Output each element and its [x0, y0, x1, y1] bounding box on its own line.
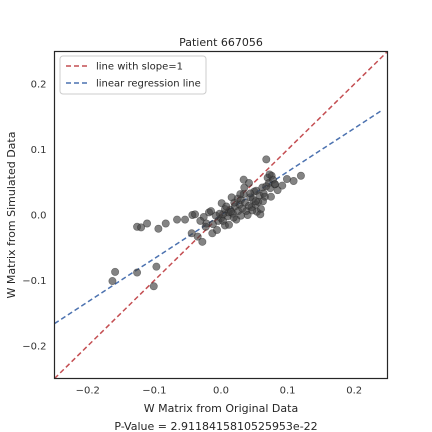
legend: line with slope=1 linear regression line — [59, 55, 207, 95]
scatter-point — [289, 176, 298, 185]
scatter-point — [258, 197, 267, 206]
scatter-point — [270, 180, 279, 189]
scatter-point — [111, 267, 120, 276]
scatter-point — [108, 277, 117, 286]
scatter-point — [227, 193, 236, 202]
scatter-point — [181, 215, 190, 224]
scatter-point — [252, 186, 261, 195]
scatter-point — [137, 223, 146, 232]
scatter-point — [224, 220, 233, 229]
legend-label-slope-one: line with slope=1 — [96, 62, 183, 73]
plot-content — [54, 51, 388, 379]
y-axis-ticks: −0.2 −0.1 0.0 0.1 0.2 — [22, 80, 46, 353]
scatter-point — [207, 207, 216, 216]
scatter-point — [266, 192, 275, 201]
scatter-point — [143, 219, 152, 228]
scatter-point — [248, 206, 257, 215]
scatter-point — [161, 219, 170, 228]
scatter-point — [251, 197, 260, 206]
y-tick-label: −0.2 — [22, 341, 46, 352]
scatter-point — [133, 268, 142, 277]
scatter-point — [154, 224, 163, 233]
plot-frame — [53, 50, 389, 380]
y-axis-label: W Matrix from Simulated Data — [5, 132, 18, 299]
scatter-point — [187, 229, 196, 238]
scatter-point — [296, 171, 305, 180]
y-tick-label: 0.2 — [31, 80, 47, 91]
scatter-point — [196, 216, 205, 225]
scatter-point — [222, 202, 231, 211]
scatter-point — [256, 210, 265, 219]
y-tick-label: 0.0 — [31, 211, 47, 222]
legend-box — [59, 55, 207, 95]
x-tick-label: 0.0 — [213, 386, 229, 397]
x-tick-label: 0.2 — [346, 386, 362, 397]
scatter-point — [213, 226, 222, 235]
scatter-point — [191, 210, 200, 219]
p-value-annotation: P-Value = 2.9118415810525953e-22 — [114, 420, 317, 432]
scatter-point — [278, 181, 287, 190]
chart-title: Patient 667056 — [179, 36, 263, 49]
scatter-point — [229, 213, 238, 222]
scatter-point — [244, 178, 253, 187]
y-tick-label: −0.1 — [22, 276, 46, 287]
scatter-point — [236, 190, 245, 199]
scatter-point — [149, 282, 158, 291]
scatter-point — [282, 175, 291, 184]
scatter-point — [198, 237, 207, 246]
x-axis-label: W Matrix from Original Data — [144, 402, 298, 415]
x-tick-label: −0.1 — [142, 386, 166, 397]
legend-label-regression: linear regression line — [96, 79, 201, 90]
y-tick-label: 0.1 — [31, 145, 47, 156]
scatter-point — [152, 262, 161, 271]
scatter-point — [265, 170, 274, 179]
x-tick-label: 0.1 — [280, 386, 296, 397]
scatter-point — [173, 215, 182, 224]
scatter-point — [236, 211, 245, 220]
plot-area — [54, 51, 388, 379]
x-axis-ticks: −0.2 −0.1 0.0 0.1 0.2 — [76, 386, 363, 397]
scatter-point — [201, 222, 210, 231]
scatter-point — [262, 155, 271, 164]
x-tick-label: −0.2 — [76, 386, 100, 397]
